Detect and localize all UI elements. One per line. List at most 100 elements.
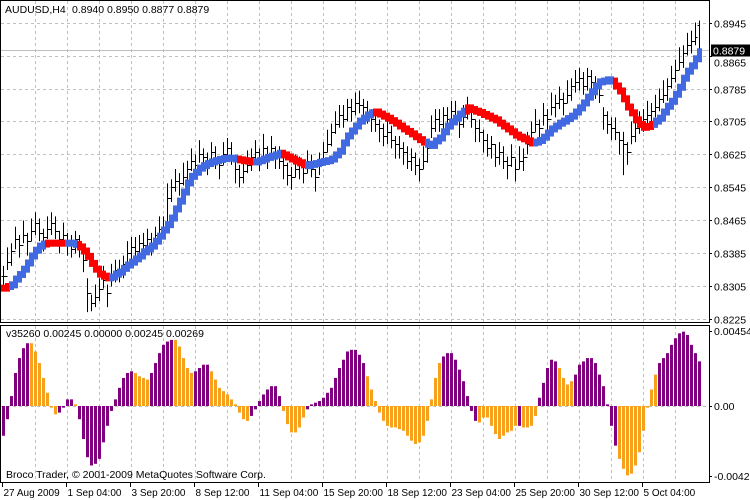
indicator-line-segment (281, 149, 286, 159)
histogram-bar (682, 331, 685, 406)
price-bar (553, 94, 558, 118)
indicator-line-segment (325, 157, 330, 166)
price-bar (501, 146, 506, 169)
price-bar (357, 90, 362, 114)
indicator-line-segment (321, 158, 326, 166)
indicator-axis[interactable]: 0.00454 0.00 -0.00421 (709, 326, 750, 483)
price-bar (521, 148, 526, 171)
indicator-line-segment (461, 107, 466, 118)
histogram-bar (274, 386, 277, 406)
indicator-line-segment (493, 114, 498, 124)
indicator-line-segment (77, 240, 82, 251)
indicator-line-segment (349, 127, 354, 140)
price-axis[interactable]: 0.8945 0.8865 0.8785 0.8705 0.8625 0.8545 0.84… (709, 19, 746, 327)
histogram-bar (610, 406, 613, 426)
indicator-line-segment (261, 155, 266, 165)
indicator-line-segment (233, 154, 238, 163)
price-bar (517, 146, 522, 170)
indicator-line-segment (129, 258, 134, 269)
indicator-line-segment (297, 157, 302, 167)
histogram-bar (82, 406, 85, 440)
histogram-bar (662, 358, 665, 406)
indicator-line-segment (29, 252, 34, 267)
histogram-bar (530, 406, 533, 426)
indicator-line-segment (1, 284, 6, 292)
histogram-bar (182, 358, 185, 406)
histogram-bar (234, 404, 237, 406)
indicator-line-segment (477, 107, 482, 116)
price-bar (669, 65, 674, 89)
histogram-bar (226, 394, 229, 406)
histogram-bar (322, 397, 325, 406)
histogram-bar (222, 391, 225, 406)
histogram-bar (218, 387, 221, 406)
histogram-bar (654, 374, 657, 406)
histogram-bar (422, 406, 425, 436)
time-axis[interactable]: 27 Aug 2009 1 Sep 04:00 3 Sep 20:00 8 Sep 1… (2, 483, 696, 499)
histogram-bar (142, 377, 145, 406)
main-panel-border (0, 0, 710, 323)
indicator-line-segment (285, 151, 290, 161)
histogram-bar (490, 406, 493, 426)
histogram-bar (370, 389, 373, 406)
histogram-bar (554, 361, 557, 406)
trend-indicator-line (1, 48, 702, 292)
indicator-line-segment (405, 125, 410, 135)
indicator-line-segment (289, 153, 294, 163)
indicator-line-segment (629, 103, 634, 117)
indicator-line-segment (301, 159, 306, 169)
indicator-line-segment (433, 137, 438, 149)
indicator-line-segment (613, 77, 618, 90)
histogram-bar (598, 374, 601, 406)
indicator-line-segment (17, 271, 22, 283)
price-bar (409, 148, 414, 171)
price-bar (661, 80, 666, 103)
time-label: 23 Sep 04:00 (452, 488, 512, 499)
histogram-bar (674, 338, 677, 406)
histogram-bar (302, 406, 305, 418)
indicator-line-segment (85, 247, 90, 260)
histogram-bar (670, 344, 673, 406)
histogram-bar (150, 372, 153, 406)
indicator-line-segment (673, 90, 678, 105)
price-bar (689, 30, 694, 54)
indicator-line-segment (581, 99, 586, 112)
price-bar (601, 95, 606, 130)
price-bar (169, 179, 174, 202)
price-bar (617, 131, 622, 155)
indicator-line-segment (309, 160, 314, 170)
indicator-line-segment (549, 125, 554, 137)
histogram-bar (18, 358, 21, 406)
histogram-bar (382, 406, 385, 421)
indicator-line-segment (521, 133, 526, 143)
indicator-line-segment (189, 172, 194, 187)
indicator-line-segment (657, 114, 662, 125)
indicator-line-segment (9, 281, 14, 290)
indicator-line-segment (417, 133, 422, 144)
time-label: 30 Sep 12:00 (580, 488, 640, 499)
indicator-line-segment (397, 119, 402, 130)
histogram-bar (330, 387, 333, 406)
indicator-line-segment (517, 131, 522, 141)
price-bar (441, 107, 446, 130)
histogram-bar (446, 353, 449, 406)
histogram-bar (622, 406, 625, 469)
indicator-line-segment (61, 239, 66, 247)
indicator-line-segment (157, 232, 162, 245)
histogram-bar (614, 406, 617, 446)
indicator-line-segment (605, 76, 610, 85)
price-bar (653, 94, 658, 118)
histogram-bar (606, 404, 609, 406)
indicator-line-segment (453, 114, 458, 126)
histogram-bar (326, 392, 329, 406)
price-bar (481, 129, 486, 153)
indicator-line-segment (145, 245, 150, 256)
histogram-bar (650, 389, 653, 406)
indicator-line-segment (249, 157, 254, 166)
indicator-line-segment (313, 160, 318, 168)
histogram-bar (6, 406, 9, 420)
histogram-bar (214, 379, 217, 406)
histogram-bar (62, 406, 65, 408)
price-bar (389, 125, 394, 149)
